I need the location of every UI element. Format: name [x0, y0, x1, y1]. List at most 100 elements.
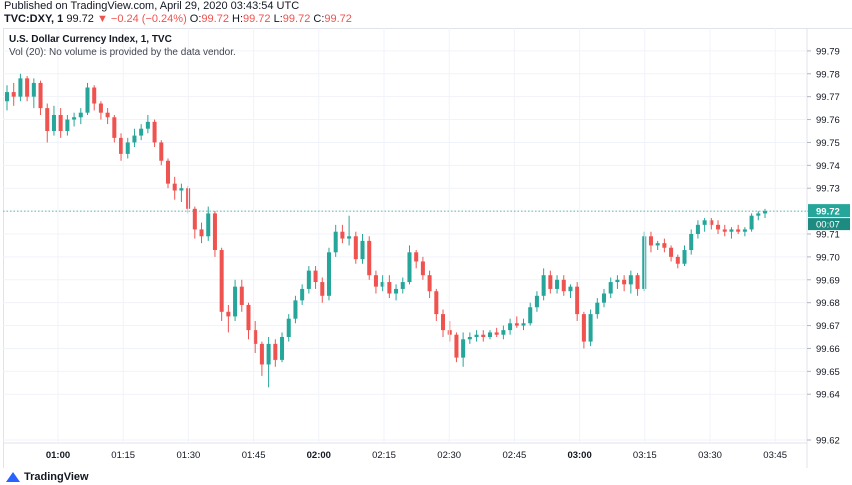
candle-body: [92, 87, 97, 104]
last-price-badge: [808, 204, 850, 218]
x-tick-label: 03:45: [763, 450, 787, 461]
candle-body: [273, 343, 278, 360]
candle-body: [119, 137, 124, 154]
legend-title: U.S. Dollar Currency Index, 1, TVC: [9, 34, 172, 45]
candle-body: [689, 234, 694, 251]
candle-body: [756, 213, 761, 216]
candle-body: [669, 247, 674, 257]
candle-body: [555, 279, 560, 289]
footer: TradingView: [6, 471, 89, 483]
candle-body: [749, 215, 754, 230]
candle-body: [521, 323, 526, 326]
open-value: 99.72: [201, 13, 229, 25]
candle-body: [400, 282, 405, 289]
published-line: Published on TradingView.com, April 29, …: [4, 0, 300, 12]
candle-body: [628, 275, 633, 285]
x-tick-label: 03:00: [567, 450, 591, 461]
candle-body: [25, 78, 30, 97]
candle-body: [648, 236, 653, 246]
candle-body: [239, 286, 244, 305]
candle-body: [695, 224, 700, 234]
candle-body: [380, 282, 385, 287]
candle-body: [427, 275, 432, 292]
candle-body: [340, 231, 345, 239]
candle-body: [159, 142, 164, 161]
candle-body: [675, 256, 680, 264]
chart-legend: U.S. Dollar Currency Index, 1, TVC Vol (…: [9, 33, 236, 59]
candle-body: [179, 188, 184, 191]
x-tick-label: 02:45: [503, 450, 527, 461]
candle-body: [662, 243, 667, 248]
candle-body: [72, 117, 77, 120]
candle-body: [575, 286, 580, 315]
candle-body: [762, 211, 768, 214]
candle-body: [414, 252, 419, 262]
y-tick-label: 99.78: [816, 69, 840, 80]
candle-body: [125, 142, 130, 154]
chart-frame: [3, 28, 852, 468]
last-price: 99.72: [66, 13, 94, 25]
ticker-line: TVC:DXY, 1 99.72 ▼ −0.24 (−0.24%) O:99.7…: [4, 13, 352, 26]
candle-body: [212, 213, 217, 251]
candle-body: [105, 112, 110, 118]
low-label: L:: [273, 13, 283, 25]
y-tick-label: 99.68: [816, 298, 840, 309]
candle-body: [51, 114, 56, 131]
candle-body: [568, 286, 573, 292]
chart-header: Published on TradingView.com, April 29, …: [4, 0, 352, 26]
candle-body: [581, 314, 586, 342]
y-tick-label: 99.77: [816, 92, 840, 103]
close-value: 99.72: [324, 13, 352, 25]
y-tick-label: 99.79: [816, 46, 840, 57]
candle-body: [65, 119, 70, 131]
x-tick-label: 01:15: [111, 450, 135, 461]
y-tick-label: 99.67: [816, 321, 840, 332]
candle-body: [145, 121, 150, 129]
candle-body: [736, 229, 741, 232]
candle-body: [152, 121, 157, 143]
candle-body: [11, 92, 16, 97]
candle-body: [313, 270, 318, 283]
candle-body: [98, 103, 103, 113]
candle-body: [601, 293, 607, 303]
candle-body: [534, 295, 539, 308]
candle-body: [501, 330, 506, 335]
countdown-label: 00:07: [816, 220, 840, 231]
candle-body: [709, 220, 714, 225]
candle-body: [387, 282, 392, 294]
candle-body: [306, 270, 311, 289]
candle-body: [58, 114, 63, 131]
high-value: 99.72: [243, 13, 271, 25]
x-tick-label: 02:15: [372, 450, 396, 461]
candle-body: [132, 135, 137, 143]
y-tick-label: 99.69: [816, 275, 840, 286]
candle-body: [31, 82, 36, 97]
candle-body: [219, 250, 224, 312]
candle-body: [595, 302, 600, 315]
candle-body: [420, 261, 425, 276]
y-tick-label: 99.64: [816, 390, 840, 401]
candle-body: [259, 343, 264, 365]
candle-body: [394, 288, 399, 294]
candle-body: [541, 275, 546, 296]
candle-body: [441, 314, 446, 331]
candle-body: [635, 275, 640, 289]
candle-body: [165, 160, 171, 184]
candle-body: [320, 282, 325, 296]
x-tick-label: 01:00: [46, 450, 70, 461]
volume-note: Vol (20): No volume is provided by the d…: [9, 47, 236, 58]
candle-body: [481, 334, 486, 337]
candle-body: [461, 339, 466, 358]
candle-body: [18, 78, 23, 97]
candle-body: [4, 92, 10, 102]
candle-body: [326, 252, 331, 296]
y-tick-label: 99.76: [816, 115, 840, 126]
candle-body: [139, 128, 144, 136]
x-tick-label: 03:30: [698, 450, 722, 461]
countdown-badge: [808, 218, 850, 231]
candle-body: [434, 291, 439, 315]
candle-body: [112, 117, 117, 138]
candle-body: [360, 240, 365, 260]
x-tick-label: 01:45: [242, 450, 266, 461]
